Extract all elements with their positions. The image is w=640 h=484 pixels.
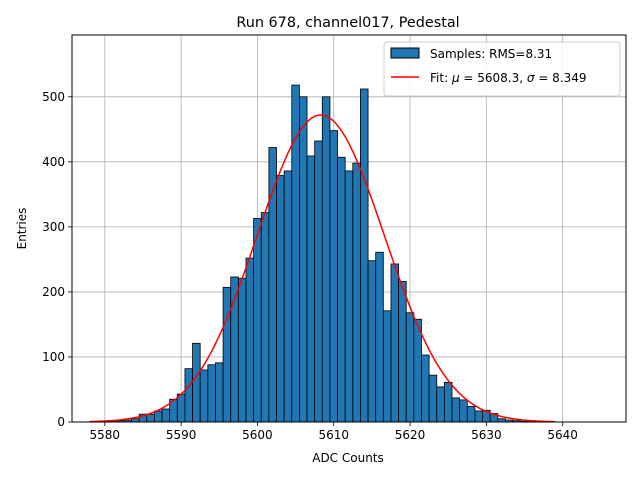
histogram-bar — [222, 286, 232, 423]
histogram-bars — [108, 84, 552, 423]
x-tick-label: 5580 — [90, 428, 121, 442]
y-tick-label: 500 — [42, 90, 65, 104]
histogram-bar — [405, 312, 415, 423]
histogram-bar — [375, 251, 384, 423]
histogram-bar — [413, 318, 422, 423]
histogram-bar — [192, 342, 201, 423]
histogram-bar — [298, 96, 308, 423]
histogram-bar — [306, 155, 316, 423]
y-tick-label: 300 — [42, 220, 65, 234]
histogram-bar — [474, 410, 483, 423]
histogram-bar — [161, 408, 171, 423]
histogram-bar — [146, 413, 155, 423]
histogram-bar — [314, 140, 323, 423]
histogram-bar — [382, 310, 392, 423]
legend-frame — [383, 41, 621, 97]
histogram-bar — [398, 281, 407, 423]
legend-fit-mid: = 5608.3, — [460, 71, 527, 85]
histogram-bar — [154, 410, 163, 423]
chart-title: Run 678, channel017, Pedestal — [236, 15, 459, 31]
histogram-bar — [352, 162, 361, 423]
histogram-bar — [283, 170, 293, 423]
histogram-bar — [291, 84, 300, 423]
legend-label-samples: Samples: RMS=8.31 — [430, 47, 552, 61]
histogram-bar — [443, 381, 453, 423]
histogram-bar — [466, 405, 476, 423]
plot-frame — [71, 34, 627, 423]
histogram-bar — [451, 397, 461, 423]
x-axis-label: ADC Counts — [312, 451, 384, 465]
fit-curve — [89, 114, 556, 423]
x-tick-label: 5630 — [471, 428, 502, 442]
y-tick-label: 200 — [42, 285, 65, 299]
histogram-bar — [344, 170, 354, 423]
legend-fit-mu: μ — [451, 71, 460, 85]
histogram-bar — [215, 362, 224, 423]
y-tick-label: 400 — [42, 155, 65, 169]
y-tick-label: 100 — [42, 350, 65, 364]
legend-fit-sigma: σ — [527, 71, 535, 85]
histogram-bar — [436, 386, 445, 423]
histogram-bar — [245, 257, 255, 423]
histogram-bar — [199, 369, 209, 423]
histogram-bar — [260, 212, 270, 423]
histogram-bar — [329, 130, 338, 423]
legend-fit-prefix: Fit: — [430, 71, 452, 85]
legend-swatch-samples — [390, 47, 420, 59]
histogram-bar — [207, 364, 216, 423]
fit-curve-layer — [89, 114, 556, 423]
histogram-bar — [337, 156, 346, 423]
histogram-bar — [421, 354, 430, 423]
histogram-bar — [390, 263, 400, 423]
y-tick-label: 0 — [57, 415, 65, 429]
x-tick-label: 5600 — [242, 428, 273, 442]
x-tick-label: 5640 — [547, 428, 578, 442]
histogram-bar — [268, 147, 277, 423]
legend: Samples: RMS=8.31 Fit: μ = 5608.3, σ = 8… — [383, 41, 621, 97]
x-tick-label: 5610 — [318, 428, 349, 442]
histogram-bar — [321, 96, 331, 423]
histogram-bar — [428, 374, 438, 423]
histogram-bar — [360, 88, 369, 423]
histogram-bar — [276, 175, 285, 423]
legend-label-fit: Fit: μ = 5608.3, σ = 8.349 — [430, 71, 587, 85]
histogram-bar — [367, 260, 377, 423]
histogram-bar — [176, 393, 186, 423]
x-tick-label: 5590 — [166, 428, 197, 442]
axis-ticks: 5580 5590 5600 5610 5620 5630 5640 0 100 200 300 40… — [42, 90, 578, 442]
x-tick-label: 5620 — [395, 428, 426, 442]
y-axis-label: Entries — [15, 208, 29, 250]
histogram-bar — [237, 277, 247, 423]
histogram-bar — [184, 368, 193, 423]
legend-fit-suffix: = 8.349 — [535, 71, 587, 85]
histogram-bar — [459, 399, 468, 423]
histogram-bar — [253, 218, 262, 423]
